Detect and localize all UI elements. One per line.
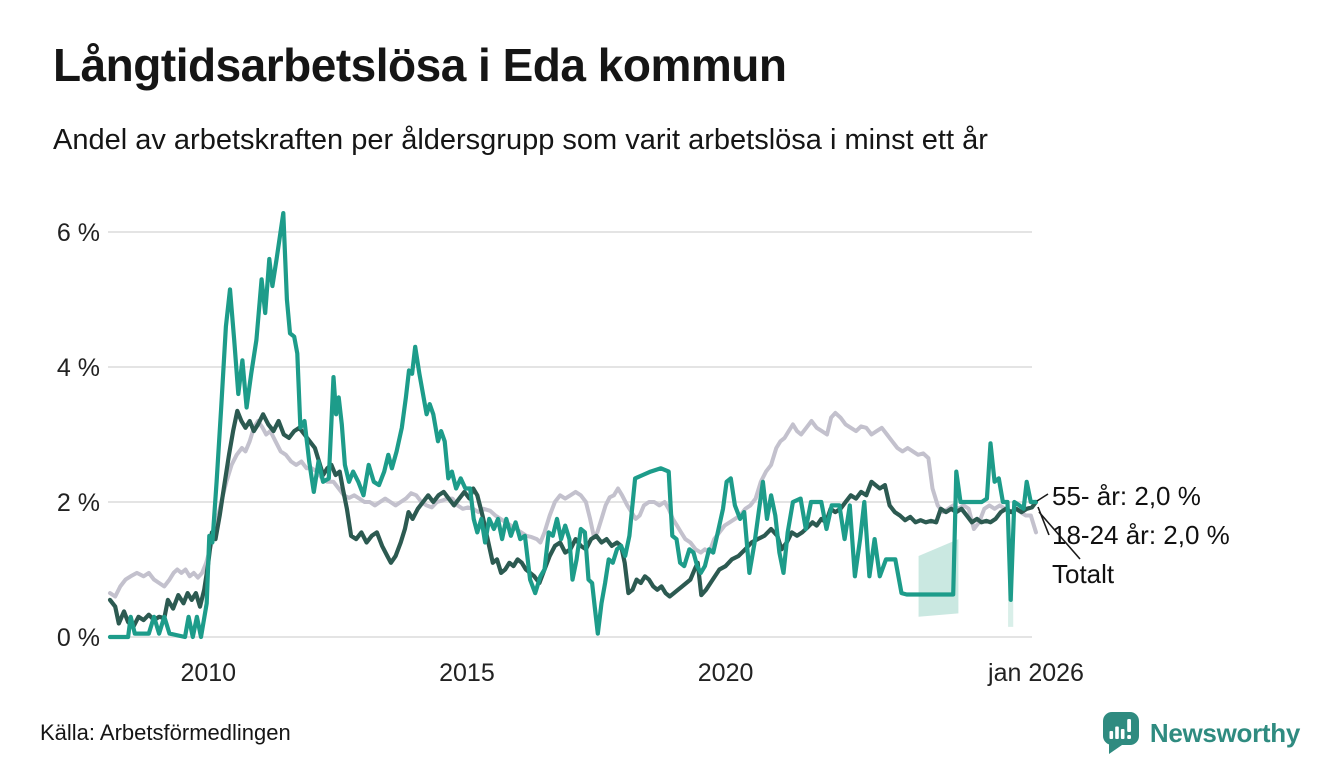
annotation-label-18-24: 18-24 år: 2,0 %: [1052, 520, 1230, 550]
confidence-band: [918, 539, 959, 617]
leader-line-55: [1036, 493, 1049, 502]
annotation-label-55: 55- år: 2,0 %: [1052, 481, 1201, 511]
chart-footer: Källa: Arbetsförmedlingen Newsworthy: [40, 706, 1300, 760]
annotation-label-totalt: Totalt: [1052, 559, 1115, 589]
series-annotations: 55- år: 2,0 % 18-24 år: 2,0 % Totalt: [1052, 481, 1230, 589]
y-tick-label: 4 %: [57, 354, 100, 382]
confidence-bands: [918, 539, 1014, 627]
bar-chart-glyph: [1109, 719, 1131, 739]
source-note: Källa: Arbetsförmedlingen: [40, 720, 291, 745]
series-line-18-24-år: [107, 211, 1039, 640]
page-subtitle: Andel av arbetskraften per åldersgrupp s…: [53, 124, 988, 156]
x-axis-labels: 2010 2015 2020 jan 2026: [180, 659, 1083, 687]
annotation-leader-lines: [1036, 493, 1081, 560]
exclamation-bar: [1127, 719, 1131, 732]
y-tick-label: 0 %: [57, 624, 100, 652]
leader-line-totalt: [1038, 511, 1081, 560]
newsworthy-wordmark: Newsworthy: [1149, 717, 1300, 748]
series-lines: [107, 211, 1039, 640]
newsworthy-brand[interactable]: Newsworthy: [1101, 711, 1300, 755]
newsworthy-logo-icon: [1102, 712, 1139, 754]
y-axis-labels: 0 % 2 % 4 % 6 %: [57, 219, 100, 652]
x-tick-label: 2015: [439, 659, 495, 687]
x-tick-label: jan 2026: [987, 659, 1084, 687]
exclamation-dot: [1127, 735, 1131, 739]
series-line-55-år: [107, 408, 1039, 630]
page-title: Långtidsarbetslösa i Eda kommun: [53, 39, 787, 91]
x-tick-label: 2010: [180, 659, 236, 687]
gridlines: [108, 231, 1032, 638]
y-tick-label: 6 %: [57, 219, 100, 247]
leader-line-18-24: [1037, 506, 1050, 536]
x-tick-label: 2020: [698, 659, 754, 687]
y-tick-label: 2 %: [57, 489, 100, 517]
